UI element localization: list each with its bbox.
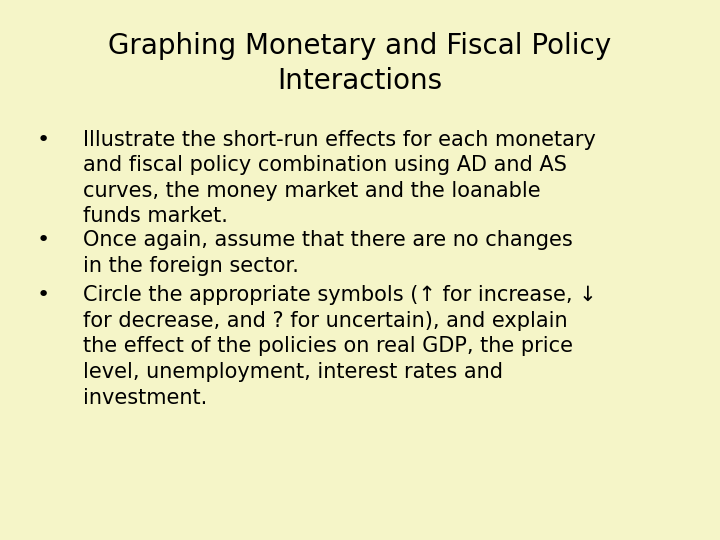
Text: Once again, assume that there are no changes
in the foreign sector.: Once again, assume that there are no cha… (83, 230, 572, 275)
Text: •: • (37, 285, 50, 305)
Text: •: • (37, 230, 50, 250)
Text: Graphing Monetary and Fiscal Policy
Interactions: Graphing Monetary and Fiscal Policy Inte… (109, 32, 611, 95)
Text: Illustrate the short-run effects for each monetary
and fiscal policy combination: Illustrate the short-run effects for eac… (83, 130, 595, 226)
Text: •: • (37, 130, 50, 150)
Text: Circle the appropriate symbols (↑ for increase, ↓
for decrease, and ? for uncert: Circle the appropriate symbols (↑ for in… (83, 285, 596, 408)
